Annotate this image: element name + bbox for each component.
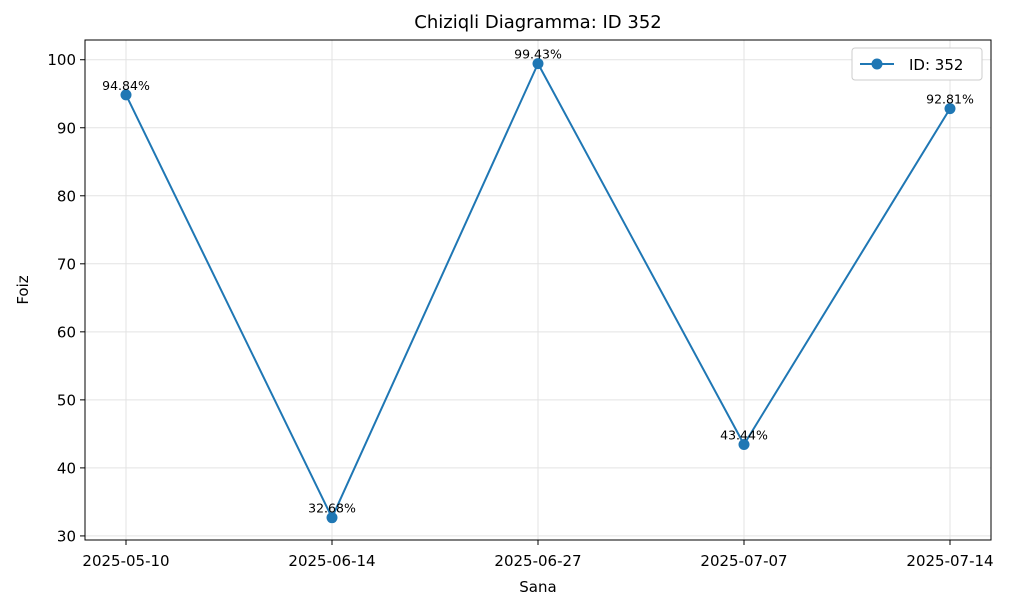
y-tick-label: 30 — [57, 527, 76, 545]
y-tick-label: 60 — [57, 323, 76, 341]
data-point-label: 92.81% — [926, 92, 974, 107]
gridlines — [85, 40, 991, 540]
y-tick-label: 40 — [57, 459, 76, 477]
y-axis-label: Foiz — [14, 275, 32, 304]
data-labels: 94.84% 32.68% 99.43% 43.44% 92.81% — [102, 47, 974, 516]
y-tick-label: 90 — [57, 119, 76, 137]
x-axis-label: Sana — [519, 578, 556, 596]
data-point-marker — [738, 438, 750, 450]
legend-marker-swatch — [871, 58, 883, 70]
data-point-label: 94.84% — [102, 78, 150, 93]
x-tick-label: 2025-07-07 — [700, 552, 787, 570]
x-axis-ticks: 2025-05-10 2025-06-14 2025-06-27 2025-07-07… — [82, 540, 994, 570]
legend-box — [851, 47, 983, 81]
x-tick-label: 2025-06-14 — [288, 552, 375, 570]
legend: ID: 352 — [851, 47, 983, 81]
x-tick-label: 2025-05-10 — [82, 552, 169, 570]
data-point-marker — [120, 89, 132, 101]
chart-title: Chiziqli Diagramma: ID 352 — [414, 12, 661, 33]
x-tick-label: 2025-06-27 — [494, 552, 581, 570]
data-point-marker — [944, 103, 956, 115]
data-point-marker — [532, 58, 544, 70]
y-tick-label: 70 — [57, 255, 76, 273]
x-tick-label: 2025-07-14 — [906, 552, 993, 570]
legend-entry-label: ID: 352 — [909, 56, 963, 74]
data-point-label: 43.44% — [720, 427, 768, 442]
series-layer — [120, 58, 956, 524]
y-tick-label: 100 — [47, 51, 76, 69]
y-tick-label: 50 — [57, 391, 76, 409]
data-point-marker — [326, 512, 338, 524]
y-axis-ticks: 30 40 50 60 70 80 90 100 — [47, 51, 85, 545]
data-point-label: 99.43% — [514, 47, 562, 62]
y-tick-label: 80 — [57, 187, 76, 205]
data-point-label: 32.68% — [308, 501, 356, 516]
